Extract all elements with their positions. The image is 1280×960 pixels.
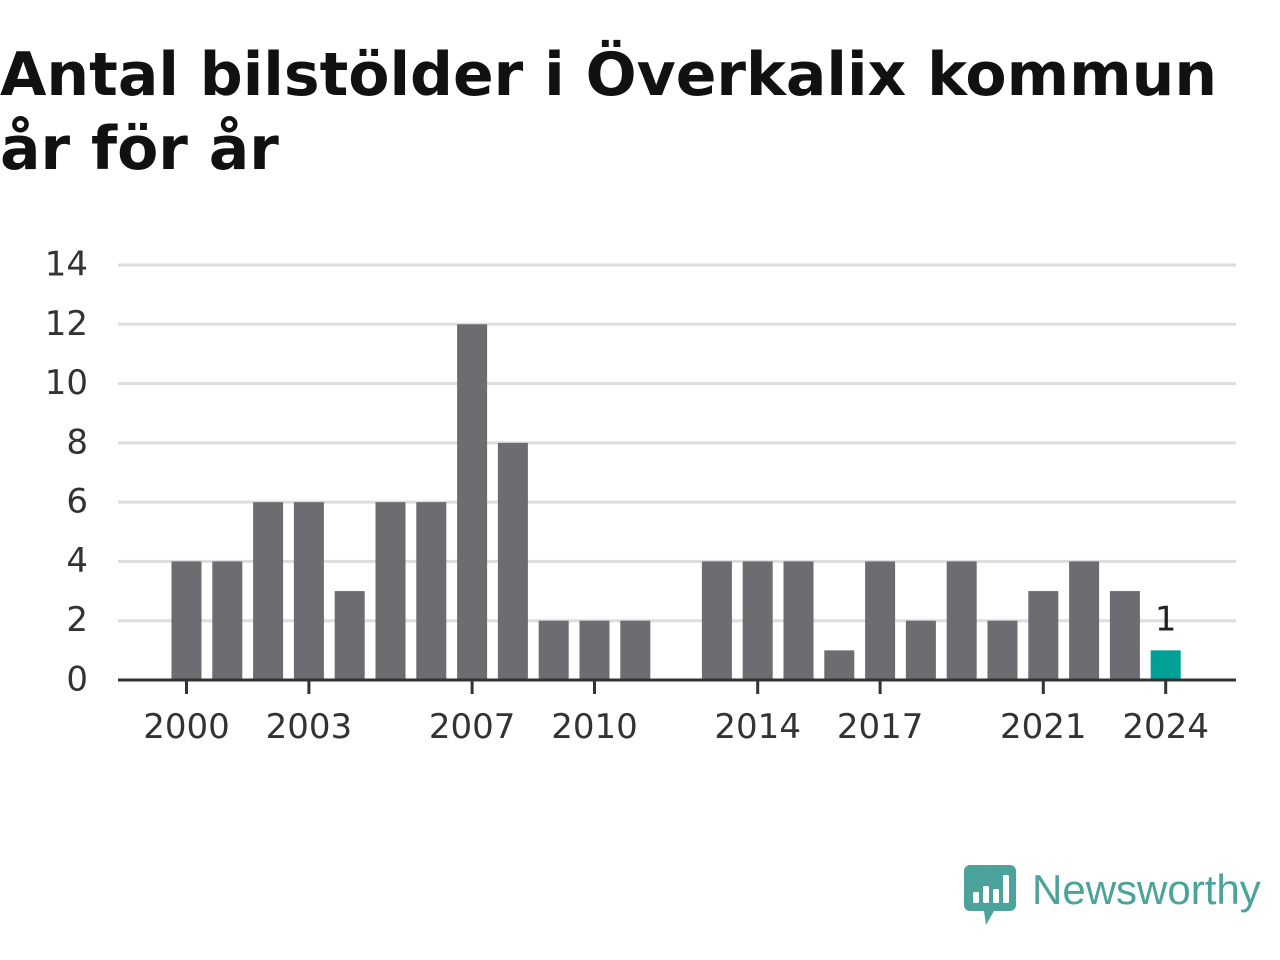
gridlines <box>118 263 1236 623</box>
y-tick-label: 6 <box>66 482 88 522</box>
bar <box>905 620 936 680</box>
newsworthy-logo: Newsworthy <box>964 864 1261 928</box>
x-tick-label: 2000 <box>143 707 230 747</box>
bar <box>538 620 569 680</box>
bars <box>171 324 1181 680</box>
bar <box>375 502 406 680</box>
bar <box>987 620 1018 680</box>
y-tick-label: 0 <box>66 660 88 700</box>
bar <box>171 561 202 680</box>
x-axis <box>118 678 1236 694</box>
bar-highlight <box>1150 650 1181 680</box>
y-tick-label: 8 <box>66 422 88 462</box>
bar <box>457 324 488 680</box>
x-tick-label: 2017 <box>837 707 924 747</box>
y-tick-label: 14 <box>45 245 88 285</box>
labels: 0 2 4 6 8 10 12 14 1 2000 2003 2007 2010 2014 2017 2021… <box>45 245 1209 748</box>
bar <box>701 561 732 680</box>
bar <box>212 561 243 680</box>
x-tick-label: 2021 <box>1000 707 1087 747</box>
bar <box>783 561 814 680</box>
newsworthy-logo-icon <box>964 865 1016 925</box>
y-tick-label: 4 <box>66 541 88 581</box>
bar <box>865 561 896 680</box>
x-tick-label: 2014 <box>714 707 801 747</box>
bar <box>253 502 284 680</box>
bar <box>334 591 365 680</box>
data-label: 1 <box>1155 599 1177 639</box>
bar <box>620 620 651 680</box>
chart-title: Antal bilstölder i Överkalix kommun år f… <box>0 40 1218 184</box>
x-tick-label: 2010 <box>551 707 638 747</box>
bar <box>293 502 324 680</box>
bar <box>946 561 977 680</box>
brand-name: Newsworthy <box>1032 866 1261 913</box>
y-tick-label: 10 <box>45 363 88 403</box>
bar <box>1069 561 1100 680</box>
bar <box>1028 591 1059 680</box>
bar <box>742 561 773 680</box>
bar <box>579 620 610 680</box>
bar <box>824 650 855 680</box>
x-tick-label: 2003 <box>266 707 353 747</box>
bar <box>497 442 528 680</box>
x-tick-label: 2024 <box>1122 707 1209 747</box>
y-tick-label: 12 <box>45 304 88 344</box>
y-tick-label: 2 <box>66 600 88 640</box>
bar <box>416 502 447 680</box>
x-tick-label: 2007 <box>429 707 516 747</box>
bar <box>1109 591 1140 680</box>
